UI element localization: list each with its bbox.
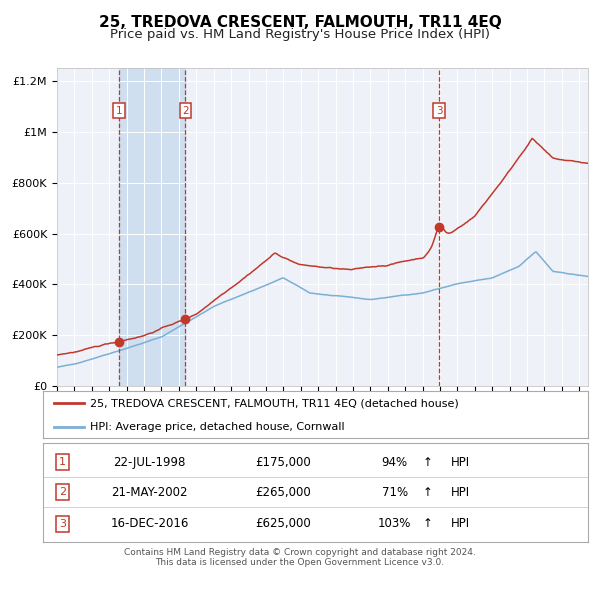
Text: 16-DEC-2016: 16-DEC-2016: [110, 517, 188, 530]
Text: £265,000: £265,000: [255, 486, 311, 499]
Text: 3: 3: [59, 519, 66, 529]
Text: ↑: ↑: [422, 456, 432, 469]
Text: 103%: 103%: [378, 517, 411, 530]
Bar: [119, 68, 185, 386]
Text: Price paid vs. HM Land Registry's House Price Index (HPI): Price paid vs. HM Land Registry's House …: [110, 28, 490, 41]
Text: HPI: Average price, detached house, Cornwall: HPI: Average price, detached house, Corn…: [89, 422, 344, 432]
Text: 2: 2: [59, 487, 66, 497]
Text: 2: 2: [182, 106, 189, 116]
Text: This data is licensed under the Open Government Licence v3.0.: This data is licensed under the Open Gov…: [155, 558, 445, 566]
Text: 1: 1: [59, 457, 66, 467]
Text: Contains HM Land Registry data © Crown copyright and database right 2024.: Contains HM Land Registry data © Crown c…: [124, 548, 476, 556]
Text: ↑: ↑: [422, 517, 432, 530]
Text: HPI: HPI: [451, 486, 470, 499]
Text: 25, TREDOVA CRESCENT, FALMOUTH, TR11 4EQ (detached house): 25, TREDOVA CRESCENT, FALMOUTH, TR11 4EQ…: [89, 398, 458, 408]
Text: 21-MAY-2002: 21-MAY-2002: [111, 486, 188, 499]
Text: 94%: 94%: [382, 456, 407, 469]
Text: 3: 3: [436, 106, 443, 116]
Text: HPI: HPI: [451, 517, 470, 530]
Text: HPI: HPI: [451, 456, 470, 469]
Text: 1: 1: [115, 106, 122, 116]
Text: £175,000: £175,000: [255, 456, 311, 469]
Text: £625,000: £625,000: [255, 517, 311, 530]
Text: 71%: 71%: [382, 486, 407, 499]
Text: 25, TREDOVA CRESCENT, FALMOUTH, TR11 4EQ: 25, TREDOVA CRESCENT, FALMOUTH, TR11 4EQ: [98, 15, 502, 30]
Text: ↑: ↑: [422, 486, 432, 499]
Text: 22-JUL-1998: 22-JUL-1998: [113, 456, 185, 469]
